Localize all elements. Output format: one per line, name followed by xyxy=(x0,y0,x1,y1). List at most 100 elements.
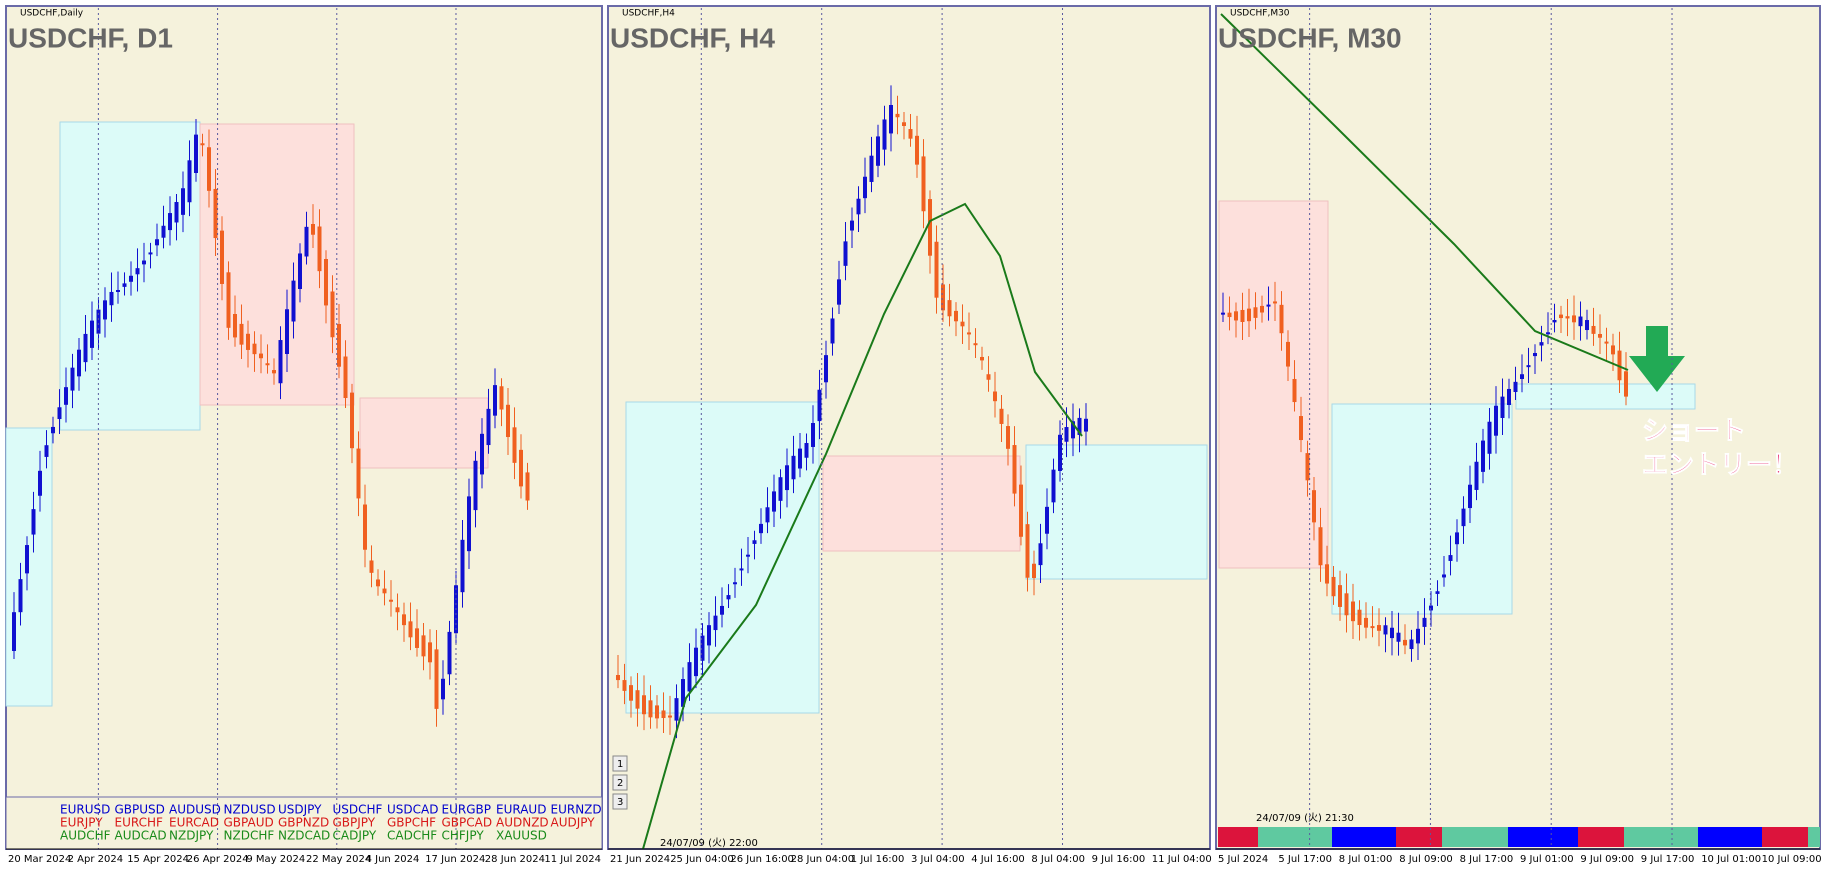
candle-body xyxy=(363,504,367,550)
pair-label[interactable]: GBPUSD xyxy=(115,803,165,817)
candle-body xyxy=(31,509,36,535)
x-tick-label: 21 Jun 2024 xyxy=(610,854,670,865)
down-arrow xyxy=(1629,326,1685,392)
candle-body xyxy=(733,582,737,585)
button-label: 3 xyxy=(617,797,623,808)
x-tick-label: 25 Jun 04:00 xyxy=(670,854,734,865)
pair-label[interactable]: USDCAD xyxy=(387,803,438,817)
pair-label[interactable]: EURGBP xyxy=(442,803,491,817)
x-tick-label: 9 May 2024 xyxy=(246,854,305,865)
candle-body xyxy=(1045,506,1049,534)
pair-label[interactable]: EURJPY xyxy=(60,816,103,830)
candle-body xyxy=(278,340,283,384)
candle-body xyxy=(298,253,302,289)
candle-body xyxy=(726,595,731,600)
candle-body xyxy=(103,300,107,320)
candle-body xyxy=(447,631,452,675)
candle-body xyxy=(1084,418,1088,432)
candle-body xyxy=(135,268,140,275)
pair-label[interactable]: EURCHF xyxy=(115,816,164,830)
pair-label[interactable]: GBPCAD xyxy=(442,816,493,830)
pair-label[interactable]: NZDCHF xyxy=(224,829,275,843)
candle-body xyxy=(694,647,698,677)
candle-body xyxy=(1455,532,1459,545)
candle-body xyxy=(642,695,646,715)
candle-body xyxy=(187,160,192,203)
pair-label[interactable]: GBPCHF xyxy=(387,816,436,830)
pair-label[interactable]: NZDJPY xyxy=(169,829,214,843)
candle-body xyxy=(1604,341,1609,344)
pair-label[interactable]: XAUUSD xyxy=(496,829,547,843)
candle-body xyxy=(174,202,179,223)
candle-body xyxy=(200,143,205,146)
candle-body xyxy=(467,496,471,552)
pair-label[interactable]: CADCHF xyxy=(387,829,437,843)
candle-body xyxy=(687,662,692,692)
pair-label[interactable]: AUDNZD xyxy=(496,816,549,830)
candle-body xyxy=(889,104,893,134)
moving-average xyxy=(1220,13,1629,371)
candle-body xyxy=(1546,332,1550,335)
candle-body xyxy=(519,449,523,487)
candle-body xyxy=(70,367,75,391)
pair-label[interactable]: NZDCAD xyxy=(278,829,330,843)
candle-body xyxy=(44,445,49,457)
candle-body xyxy=(369,560,374,573)
candle-body xyxy=(921,156,926,212)
candle-body xyxy=(941,284,945,311)
candle-body xyxy=(765,507,770,523)
caption: USDCHF,H4 xyxy=(622,9,675,19)
pair-label[interactable]: USDJPY xyxy=(278,803,322,817)
pair-label[interactable]: GBPNZD xyxy=(278,816,329,830)
candle-body xyxy=(1273,301,1277,304)
candle-body xyxy=(1032,563,1036,579)
candle-body xyxy=(395,607,400,613)
candle-body xyxy=(168,213,172,231)
timestamp: 24/07/09 (火) 22:00 xyxy=(660,837,758,849)
candle-body xyxy=(376,579,380,587)
candle-body xyxy=(259,353,263,359)
candle-body xyxy=(1247,308,1251,322)
pair-label[interactable]: GBPAUD xyxy=(224,816,274,830)
button[interactable] xyxy=(612,774,628,791)
pair-label[interactable]: AUDUSD xyxy=(169,803,221,817)
candle-body xyxy=(1051,469,1056,503)
pair-label[interactable]: EURAUD xyxy=(496,803,546,817)
candle-body xyxy=(1312,490,1316,523)
candle-body xyxy=(1403,639,1407,646)
candle-body xyxy=(506,404,510,438)
pair-label[interactable]: EURUSD xyxy=(60,803,110,817)
candle-body xyxy=(1357,609,1362,626)
candle-body xyxy=(161,225,166,238)
candle-body xyxy=(1507,388,1511,405)
candle-body xyxy=(1468,484,1472,509)
pair-label[interactable]: EURCAD xyxy=(169,816,219,830)
pair-label[interactable]: CADJPY xyxy=(333,829,377,843)
candle-body xyxy=(428,642,432,663)
candle-body xyxy=(1221,312,1225,315)
candle-body xyxy=(759,523,763,534)
pair-label[interactable]: AUDCAD xyxy=(115,829,167,843)
pair-label[interactable]: NZDUSD xyxy=(224,803,276,817)
candle-body xyxy=(713,615,718,631)
candle-body xyxy=(1461,508,1466,527)
button[interactable] xyxy=(612,793,628,810)
candle-body xyxy=(1487,421,1492,454)
candle-body xyxy=(1442,574,1446,578)
candle-body xyxy=(1565,316,1570,319)
candle-body xyxy=(1234,311,1238,321)
candle-body xyxy=(525,472,530,501)
candle-body xyxy=(674,698,679,721)
pair-label[interactable]: AUDJPY xyxy=(551,816,596,830)
candle-body xyxy=(1435,591,1440,594)
pair-label[interactable]: CHFJPY xyxy=(442,829,485,843)
candle-body xyxy=(356,448,361,499)
candle-body xyxy=(928,199,932,256)
pair-label[interactable]: GBPJPY xyxy=(333,816,376,830)
candle-body xyxy=(1591,325,1596,334)
candle-body xyxy=(700,635,705,661)
pair-label[interactable]: EURNZD xyxy=(551,803,602,817)
button[interactable] xyxy=(612,755,628,772)
pair-label[interactable]: AUDCHF xyxy=(60,829,111,843)
pair-label[interactable]: USDCHF xyxy=(333,803,383,817)
